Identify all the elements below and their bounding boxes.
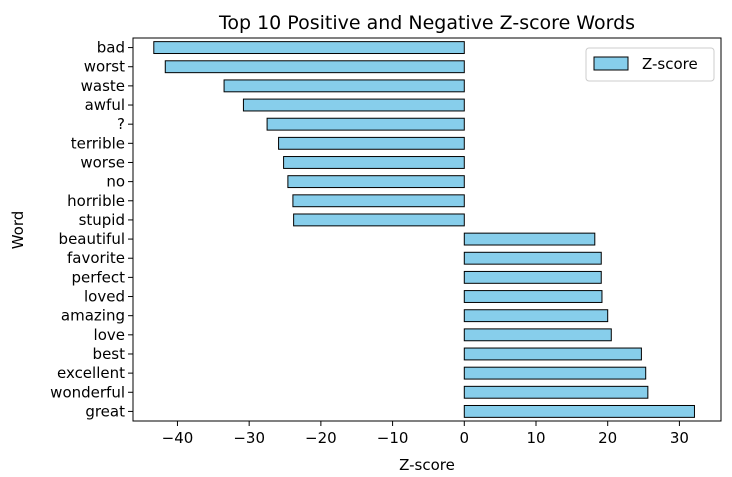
y-tick-label: awful <box>85 96 125 114</box>
plot-frame <box>132 37 722 422</box>
bar-16 <box>463 347 642 361</box>
legend: Z-score <box>585 47 715 82</box>
bar-9 <box>293 213 465 227</box>
y-tick-label: stupid <box>79 211 125 229</box>
y-tick-label: amazing <box>61 307 125 325</box>
bar-5 <box>278 136 465 150</box>
bar-0 <box>153 41 465 55</box>
bar-4 <box>266 117 465 131</box>
y-tick-label: bad <box>97 39 125 57</box>
y-tick-label: wonderful <box>50 383 125 401</box>
bar-3 <box>242 98 465 112</box>
bar-15 <box>463 328 612 342</box>
legend-label: Z-score <box>642 55 698 73</box>
bar-11 <box>463 251 602 265</box>
bar-18 <box>463 385 649 399</box>
bar-6 <box>283 156 465 169</box>
bars-group <box>153 41 695 418</box>
bar-8 <box>292 194 465 208</box>
x-tick-label: 30 <box>670 429 689 447</box>
x-axis-label: Z-score <box>399 456 455 474</box>
bar-10 <box>463 232 596 246</box>
x-tick-label: −30 <box>233 429 265 447</box>
x-tick-label: 20 <box>598 429 617 447</box>
x-tick-label: −40 <box>162 429 194 447</box>
y-tick-label: terrible <box>71 134 125 152</box>
y-tick-label: great <box>85 402 125 420</box>
y-tick-label: worst <box>84 58 125 76</box>
y-tick-label: favorite <box>67 249 125 267</box>
bar-7 <box>287 175 465 189</box>
y-tick-label: best <box>93 345 126 363</box>
y-tick-label: horrible <box>67 192 125 210</box>
bar-1 <box>164 60 465 74</box>
bar-19 <box>463 404 695 418</box>
x-tick-label: 10 <box>526 429 545 447</box>
legend-swatch <box>593 56 629 71</box>
chart-title: Top 10 Positive and Negative Z-score Wor… <box>218 12 635 34</box>
y-tick-label: love <box>94 326 125 344</box>
x-axis: −40 −30 −20 −10 0 10 20 30 <box>162 421 689 447</box>
bar-2 <box>223 79 465 93</box>
y-tick-label: no <box>106 173 125 191</box>
y-tick-label: worse <box>80 153 125 171</box>
x-tick-label: 0 <box>460 429 470 447</box>
bar-13 <box>463 290 603 303</box>
y-tick-label: loved <box>84 288 125 306</box>
y-tick-label: beautiful <box>59 230 125 248</box>
y-tick-label: excellent <box>57 364 125 382</box>
bar-17 <box>463 366 647 380</box>
legend-frame <box>585 47 715 82</box>
y-tick-label: ? <box>117 115 125 133</box>
x-tick-label: −20 <box>305 429 337 447</box>
bar-12 <box>463 270 602 284</box>
y-tick-label: perfect <box>71 268 125 286</box>
bar-14 <box>463 309 609 323</box>
y-tick-label: waste <box>81 77 125 95</box>
x-tick-label: −10 <box>377 429 409 447</box>
y-axis-label: Word <box>9 211 27 250</box>
